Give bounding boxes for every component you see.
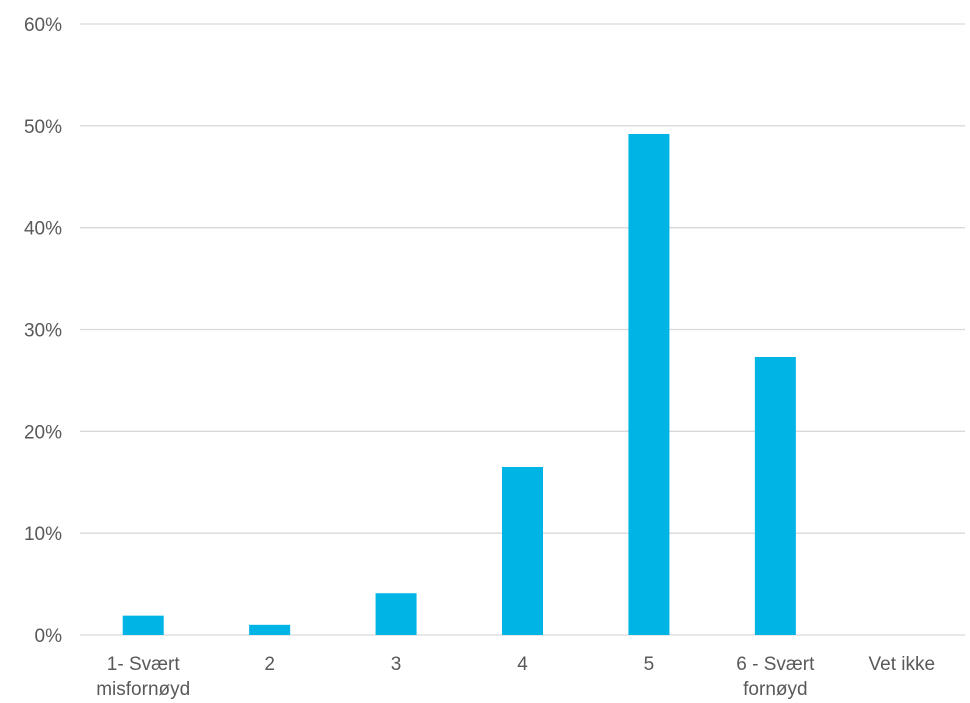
y-tick-label: 60% bbox=[24, 15, 62, 36]
x-category-label: 6 - Svært fornøyd bbox=[736, 654, 815, 700]
x-category-label: 5 bbox=[644, 654, 655, 675]
bar bbox=[122, 615, 164, 635]
bars bbox=[122, 133, 796, 636]
y-tick-label: 30% bbox=[24, 321, 62, 342]
y-tick-label: 10% bbox=[24, 524, 62, 545]
bar bbox=[249, 624, 291, 635]
bar bbox=[375, 593, 417, 635]
y-axis-tick-labels: 0% 10% 20% 30% 40% 50% 60% bbox=[24, 15, 62, 647]
x-category-label: 1- Svært misfornøyd bbox=[96, 654, 190, 700]
x-axis-category-labels: 1- Svært misfornøyd 2 3 4 5 6 - Svært fornøyd Ve… bbox=[96, 654, 935, 700]
bar bbox=[754, 356, 796, 635]
x-category-label: 2 bbox=[264, 654, 275, 675]
y-tick-label: 50% bbox=[24, 117, 62, 138]
x-category-label: 3 bbox=[391, 654, 402, 675]
x-category-label: 4 bbox=[517, 654, 528, 675]
y-tick-label: 0% bbox=[35, 626, 63, 647]
bar bbox=[502, 466, 543, 635]
bar bbox=[628, 133, 670, 636]
y-tick-label: 40% bbox=[24, 219, 62, 240]
gridlines bbox=[80, 23, 965, 636]
y-tick-label: 20% bbox=[24, 422, 62, 443]
x-category-label: Vet ikke bbox=[869, 654, 936, 675]
